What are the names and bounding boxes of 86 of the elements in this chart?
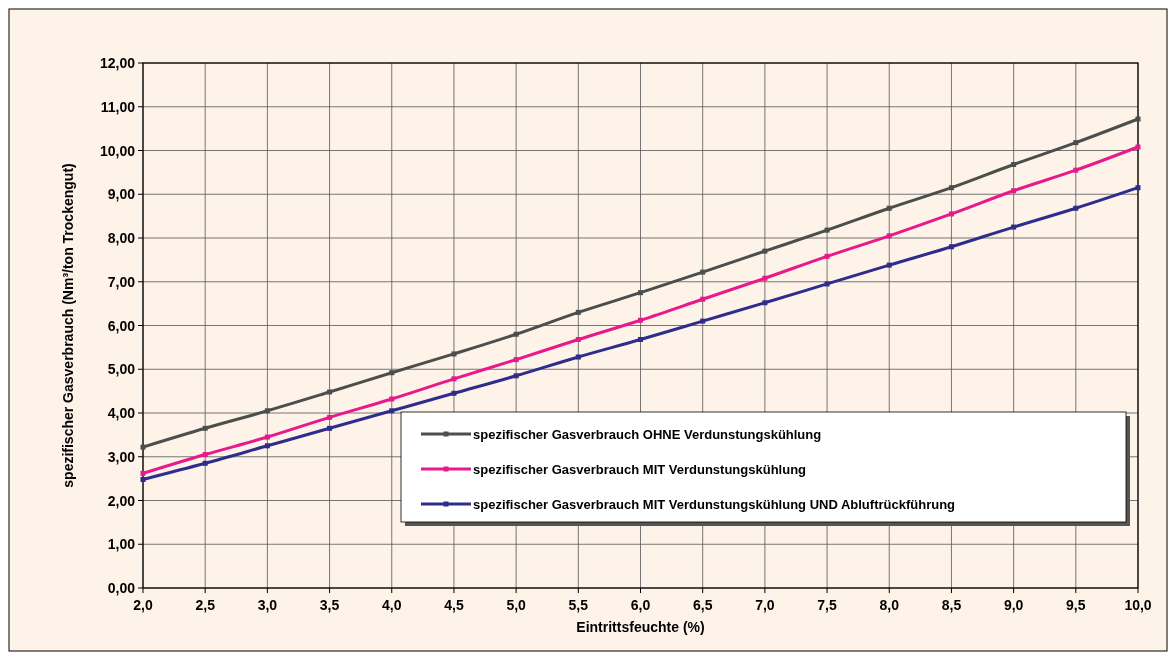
x-tick-label: 5,5 [568,597,589,613]
point [575,309,581,315]
x-tick-label: 8,0 [879,597,900,613]
point [700,296,706,302]
x-tick-label: 6,5 [692,597,713,613]
x-tick-label: 2,5 [195,597,216,613]
y-tick-label: 9,00 [107,186,136,203]
x-tick-label: 2,0 [133,597,153,613]
point [1073,140,1079,146]
x-tick-label: 4,0 [382,597,402,613]
point [638,337,643,342]
x-tick-label: 9,0 [1003,597,1024,613]
y-tick-label: 1,00 [107,536,136,553]
point [1011,162,1017,167]
x-tick-label: 6,0 [630,597,651,613]
point [140,477,146,482]
y-tick-label: 4,00 [107,405,136,421]
point [575,337,581,342]
x-tick-label: 8,5 [941,597,962,613]
x-axis-title: Eintrittsfeuchte (%) [576,619,705,635]
legend-label: spezifischer Gasverbrauch MIT Verdunstungskühlung [473,462,807,477]
y-tick-label: 7,00 [107,273,136,290]
point [140,444,146,450]
y-tick-label: 10,00 [99,142,136,159]
x-tick-label: 5,0 [506,597,527,613]
point [762,248,768,254]
point [264,408,270,414]
point [948,211,954,217]
point [824,253,830,259]
point [513,373,519,379]
point [575,354,581,360]
x-tick-label: 3,5 [319,597,340,613]
point [762,300,768,306]
point [264,434,270,440]
y-tick-label: 12,00 [99,55,136,71]
point [762,275,768,281]
x-tick-label: 10,0 [1124,597,1152,613]
x-tick-label: 4,5 [444,597,464,613]
point [886,205,892,211]
point [451,376,457,382]
point [700,269,706,275]
point [264,443,270,449]
point [513,331,519,337]
point [327,414,333,420]
point [202,452,208,458]
x-tick-label: 7,0 [755,597,775,613]
y-tick-label: 0,00 [107,580,136,596]
point [886,262,892,268]
point [638,290,643,296]
point [389,370,395,376]
point [886,233,892,239]
point [824,281,830,287]
point [327,389,333,395]
point [202,460,208,466]
x-tick-label: 7,5 [817,597,837,613]
point [638,317,643,323]
point [513,357,519,363]
point [948,185,954,191]
y-tick-label: 6,00 [107,317,136,334]
point [451,351,457,357]
y-tick-label: 8,00 [107,230,136,246]
point [1011,224,1017,230]
point [948,244,954,250]
point [389,396,395,402]
y-tick-label: 2,00 [107,492,136,509]
point [1135,144,1141,150]
point [202,425,208,431]
point [1073,167,1079,173]
point [1135,116,1141,122]
point [389,408,395,414]
point [327,425,333,431]
y-tick-label: 5,00 [107,361,136,378]
legend-label: spezifischer Gasverbrauch OHNE Verdunstungskühlung [473,427,822,442]
y-tick-label: 3,00 [107,448,136,465]
x-tick-label: 3,0 [257,597,278,613]
legend-label: spezifischer Gasverbrauch MIT Verdunstungskühlung UND Abluftrückführung [473,497,956,512]
point [1073,205,1079,211]
point [1011,188,1017,194]
point [451,390,457,396]
point [1135,185,1141,191]
point [700,318,706,324]
y-tick-label: 11,00 [100,98,136,115]
point [824,227,830,233]
x-tick-label: 9,5 [1066,597,1086,613]
y-axis-title: spezifischer Gasverbrauch (Nm³/ton Trockengut) [60,163,76,488]
point [140,470,146,476]
